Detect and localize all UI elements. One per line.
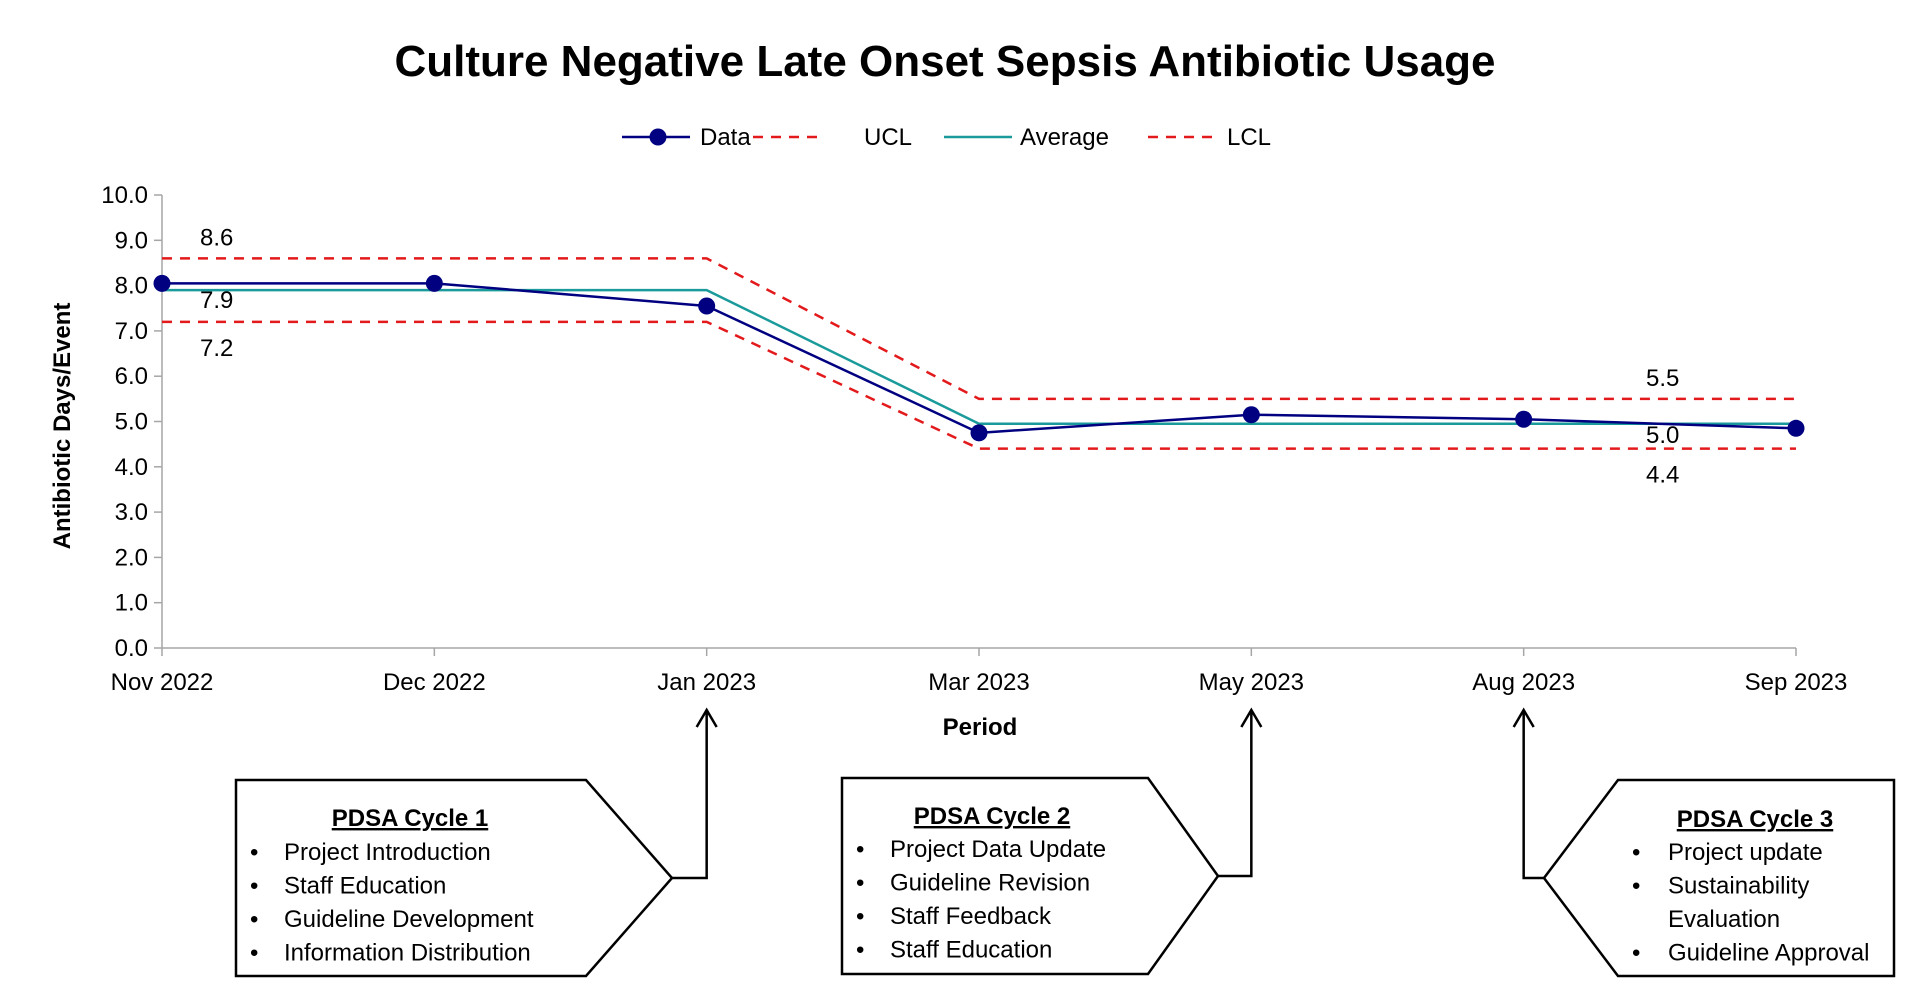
data-point [698, 297, 716, 315]
bullet-icon: • [250, 906, 258, 933]
series-line-average [162, 288, 1796, 426]
y-tick-label: 10.0 [101, 182, 148, 209]
series-line-data [162, 282, 1797, 435]
legend-item-lcl: LCL [1148, 124, 1271, 151]
pdsa-box [1542, 778, 1896, 978]
limit-label-ucl: 8.6 [200, 224, 233, 251]
x-axis-title: Period [943, 714, 1018, 741]
pdsa-box [840, 776, 1220, 976]
data-point [153, 274, 171, 292]
legend-label: LCL [1227, 124, 1271, 151]
data-point [1242, 406, 1260, 424]
bullet-icon: • [856, 870, 864, 897]
pdsa-cycle-2: PDSA Cycle 2 • Project Data Update • Guideli… [840, 707, 1263, 976]
pdsa-item: Sustainability [1668, 873, 1809, 900]
x-axis: Nov 2022 Dec 2022 Jan 2023 Mar 2023 May 2023… [111, 647, 1848, 696]
pdsa-item: Staff Education [890, 937, 1052, 964]
y-tick-label: 8.0 [115, 273, 148, 300]
bullet-icon: • [856, 903, 864, 930]
pdsa-connector [1522, 710, 1544, 880]
x-tick-label: Dec 2022 [383, 669, 486, 696]
data-point [970, 424, 988, 442]
pdsa-item: Guideline Revision [890, 870, 1090, 897]
x-tick-label: May 2023 [1199, 669, 1304, 696]
data-point [425, 274, 443, 292]
y-axis: 0.0 1.0 2.0 3.0 4.0 5.0 6.0 7.0 8.0 9.0 10.0 [101, 182, 163, 662]
pdsa-title: PDSA Cycle 2 [914, 803, 1071, 830]
limit-labels: 8.6 7.9 7.2 5.5 5.0 4.4 [200, 224, 1679, 488]
pdsa-item: Project Data Update [890, 836, 1106, 863]
legend-item-data: Data [622, 124, 751, 151]
pdsa-title: PDSA Cycle 1 [332, 805, 489, 832]
x-tick-label: Aug 2023 [1472, 669, 1575, 696]
pdsa-item: Information Distribution [284, 940, 531, 967]
y-tick-label: 3.0 [115, 499, 148, 526]
pdsa-item: Staff Feedback [890, 903, 1052, 930]
series-layer [153, 257, 1805, 450]
pdsa-item: Project update [1668, 839, 1823, 866]
y-tick-label: 4.0 [115, 454, 148, 481]
y-tick-label: 2.0 [115, 544, 148, 571]
bullet-icon: • [856, 836, 864, 863]
bullet-icon: • [1632, 839, 1640, 866]
x-tick-label: Sep 2023 [1745, 669, 1848, 696]
limit-label-lcl: 7.2 [200, 335, 233, 362]
legend-marker [649, 128, 667, 146]
pdsa-item: Guideline Development [284, 906, 534, 933]
limit-label-lcl: 4.4 [1646, 462, 1679, 489]
arrow-up-icon [695, 707, 718, 728]
series-line-lcl [162, 320, 1796, 450]
arrow-up-icon [1512, 707, 1535, 728]
chart-title: Culture Negative Late Onset Sepsis Antib… [394, 37, 1495, 86]
x-tick-label: Nov 2022 [111, 669, 214, 696]
pdsa-item: Guideline Approval [1668, 940, 1869, 967]
legend: Data UCL Average LCL [622, 124, 1271, 151]
legend-item-ucl: UCL [753, 124, 912, 151]
y-tick-label: 9.0 [115, 227, 148, 254]
annotations: PDSA Cycle 1 • Project Introduction • Staff … [234, 707, 1896, 978]
x-tick-label: Mar 2023 [928, 669, 1029, 696]
bullet-icon: • [1632, 873, 1640, 900]
data-point [1515, 410, 1533, 428]
y-tick-label: 1.0 [115, 590, 148, 617]
x-tick-label: Jan 2023 [657, 669, 756, 696]
y-tick-label: 6.0 [115, 363, 148, 390]
bullet-icon: • [1632, 940, 1640, 967]
bullet-icon: • [250, 839, 258, 866]
arrow-up-icon [1240, 707, 1263, 728]
y-tick-label: 0.0 [115, 635, 148, 662]
pdsa-item: Evaluation [1668, 906, 1780, 933]
bullet-icon: • [250, 940, 258, 967]
legend-label: Average [1020, 124, 1109, 151]
bullet-icon: • [856, 937, 864, 964]
pdsa-connector [1218, 710, 1253, 878]
y-tick-label: 7.0 [115, 318, 148, 345]
pdsa-cycle-1: PDSA Cycle 1 • Project Introduction • Staff … [234, 707, 718, 978]
bullet-icon: • [250, 873, 258, 900]
y-tick-label: 5.0 [115, 409, 148, 436]
pdsa-box [234, 778, 674, 978]
legend-label: UCL [864, 124, 912, 151]
limit-label-average: 5.0 [1646, 422, 1679, 449]
pdsa-title: PDSA Cycle 3 [1677, 806, 1834, 833]
pdsa-item: Staff Education [284, 873, 446, 900]
limit-label-ucl: 5.5 [1646, 365, 1679, 392]
pdsa-cycle-3: PDSA Cycle 3 • Project update • Sustainabili… [1512, 707, 1896, 978]
pdsa-connector [672, 710, 708, 880]
legend-item-average: Average [944, 124, 1109, 151]
limit-label-average: 7.9 [200, 287, 233, 314]
data-point [1787, 419, 1805, 437]
pdsa-item: Project Introduction [284, 839, 491, 866]
y-axis-title: Antibiotic Days/Event [49, 303, 76, 550]
series-line-ucl [162, 257, 1796, 401]
legend-label: Data [700, 124, 751, 151]
